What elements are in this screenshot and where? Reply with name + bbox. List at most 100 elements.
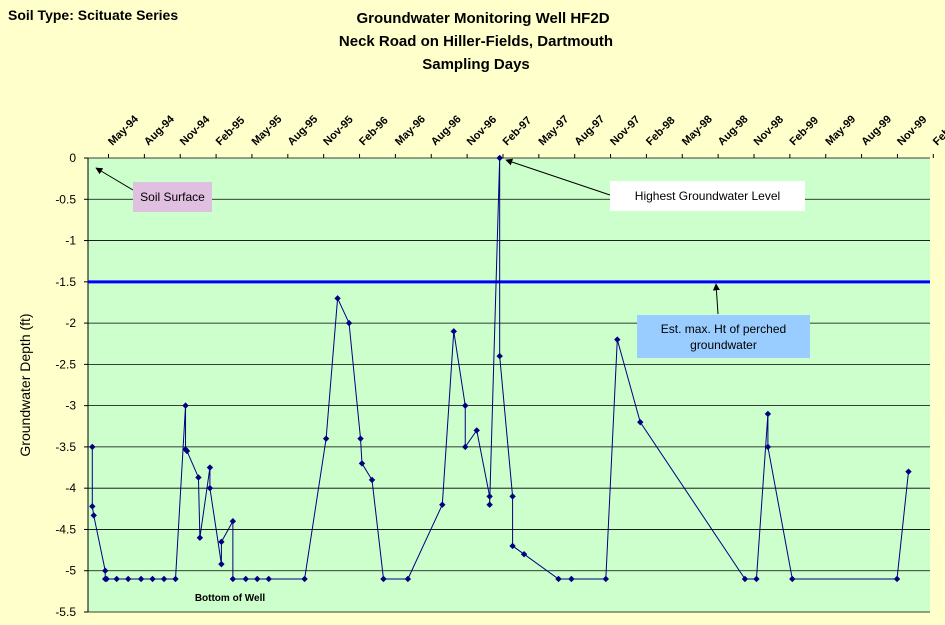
y-axis-title: Groundwater Depth (ft) — [17, 313, 33, 456]
data-point — [764, 410, 772, 418]
chart-title: Neck Road on Hiller-Fields, Dartmouth — [339, 33, 613, 50]
x-tick-label: May-98 — [680, 113, 715, 148]
x-tick-label: May-96 — [393, 113, 428, 148]
data-point — [254, 575, 261, 583]
x-tick-label: Aug-99 — [859, 113, 894, 148]
data-point — [182, 402, 189, 409]
y-tick-label: -4 — [65, 481, 76, 495]
data-point — [905, 468, 912, 475]
arrow — [95, 167, 134, 191]
data-point — [789, 575, 796, 583]
data-point — [334, 295, 341, 302]
x-tick-label: Feb-95 — [214, 115, 248, 149]
data-point — [195, 474, 202, 481]
data-point — [439, 501, 446, 508]
x-axis-title: Sampling Days — [422, 56, 530, 73]
x-tick-label: Feb-00 — [931, 115, 945, 149]
y-tick-label: -3 — [65, 399, 76, 413]
data-point — [462, 443, 469, 451]
y-tick-label: -0.5 — [55, 192, 76, 206]
data-point — [614, 336, 621, 343]
x-tick-label: Feb-96 — [357, 115, 391, 149]
data-point — [496, 352, 503, 360]
data-point — [496, 154, 503, 162]
x-tick-label: Feb-99 — [787, 115, 821, 149]
data-point — [160, 575, 168, 583]
x-tick-label: Nov-98 — [752, 114, 786, 148]
data-point — [741, 575, 749, 583]
data-point — [764, 443, 772, 451]
data-point — [242, 575, 249, 583]
data-point — [462, 402, 469, 409]
data-point — [555, 575, 562, 583]
data-point — [368, 476, 376, 484]
annotation: Est. max. Ht of perched groundwater — [637, 315, 810, 358]
x-tick-label: May-97 — [536, 113, 571, 148]
x-tick-label: Nov-96 — [465, 114, 499, 148]
x-tick-label: Aug-94 — [142, 113, 177, 148]
data-point — [89, 503, 96, 510]
corner-text: Soil Type: Scituate Series — [8, 7, 178, 23]
data-point — [265, 575, 272, 583]
y-tick-label: -5.5 — [55, 605, 76, 619]
x-tick-label: Feb-98 — [644, 115, 678, 149]
y-tick-label: 0 — [69, 151, 76, 165]
data-point — [357, 435, 364, 442]
data-point — [450, 328, 457, 335]
annotation: Soil Surface — [133, 182, 212, 212]
y-tick-label: -2.5 — [55, 357, 76, 371]
data-point — [218, 560, 225, 568]
data-point — [509, 542, 516, 550]
y-tick-label: -5 — [65, 564, 76, 578]
y-tick-label: -1 — [65, 234, 76, 248]
data-point — [322, 435, 330, 442]
x-tick-label: May-95 — [250, 113, 285, 148]
data-point — [404, 575, 412, 583]
x-tick-label: Aug-98 — [716, 113, 751, 148]
x-tick-label: May-99 — [823, 113, 858, 148]
data-point — [89, 443, 96, 451]
data-point — [358, 460, 366, 467]
data-point — [301, 575, 308, 583]
chart-title: Groundwater Monitoring Well HF2D — [356, 10, 609, 27]
x-tick-label: Nov-95 — [321, 114, 355, 148]
data-point — [124, 575, 132, 583]
data-point — [602, 575, 610, 583]
data-point — [520, 551, 528, 558]
data-point — [103, 575, 110, 583]
data-point — [568, 575, 575, 583]
arrow — [712, 283, 720, 315]
data-point — [380, 575, 387, 583]
plot-area — [88, 158, 930, 612]
data-point — [753, 575, 760, 583]
data-point — [102, 567, 109, 574]
data-point — [893, 575, 901, 583]
x-tick-label: Nov-97 — [608, 114, 642, 148]
data-point — [229, 518, 237, 525]
data-point — [137, 575, 145, 583]
annotation: Highest Groundwater Level — [610, 181, 805, 211]
x-tick-label: Feb-97 — [501, 115, 535, 149]
data-point — [90, 512, 97, 519]
data-point — [183, 447, 191, 455]
data-point — [149, 575, 156, 583]
x-tick-label: Nov-94 — [178, 113, 213, 148]
annotation: Bottom of Well — [195, 593, 266, 604]
data-point — [509, 493, 516, 500]
data-point — [345, 319, 353, 327]
x-tick-label: Nov-99 — [895, 114, 929, 148]
data-point — [172, 575, 179, 583]
x-tick-label: Aug-96 — [429, 113, 464, 148]
arrow — [505, 158, 611, 196]
y-tick-label: -3.5 — [55, 440, 76, 454]
data-point — [473, 427, 480, 434]
x-tick-label: May-94 — [106, 113, 141, 148]
data-point — [113, 575, 120, 583]
data-point — [486, 493, 493, 500]
data-point — [206, 484, 214, 492]
data-point — [229, 575, 237, 583]
x-tick-label: Aug-95 — [285, 113, 320, 148]
y-tick-label: -2 — [65, 316, 76, 330]
